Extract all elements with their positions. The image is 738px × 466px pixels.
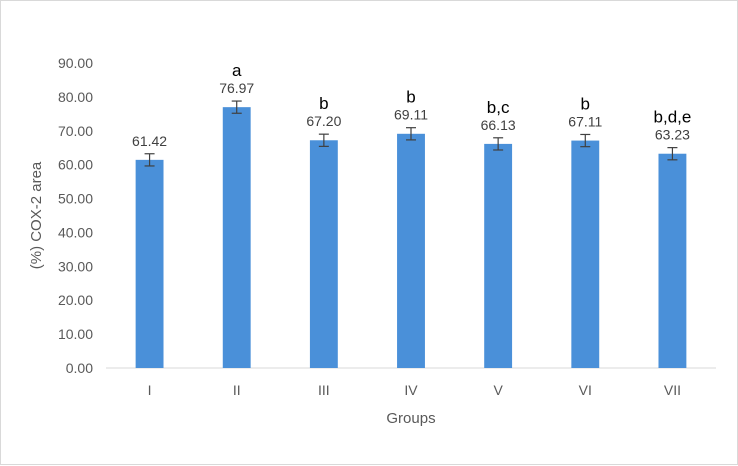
significance-label: b,c: [487, 98, 510, 117]
y-tick-label: 0.00: [66, 360, 93, 376]
data-label: 61.42: [132, 133, 167, 149]
significance-label: a: [232, 61, 242, 80]
bar: [658, 153, 687, 368]
data-label: 66.13: [481, 117, 516, 133]
bar: [571, 140, 600, 368]
y-axis-ticks: 0.00 10.00 20.00 30.00 40.00 50.00 60.00 70.00 8…: [58, 55, 93, 376]
y-tick-label: 20.00: [58, 292, 93, 308]
x-tick-label: VII: [664, 382, 681, 398]
y-tick-label: 40.00: [58, 224, 93, 240]
y-tick-label: 60.00: [58, 157, 93, 173]
y-tick-label: 90.00: [58, 55, 93, 71]
error-bar: [231, 100, 242, 114]
bar: [397, 133, 425, 368]
significance-label: b: [581, 94, 590, 113]
error-bar: [144, 153, 155, 167]
bar: [309, 140, 338, 368]
error-bar: [580, 133, 591, 148]
x-tick-label: IV: [404, 382, 418, 398]
x-axis-ticks: I II III IV V VI VII: [148, 382, 681, 398]
error-bar: [406, 127, 416, 141]
data-label: 63.23: [655, 127, 690, 143]
error-bar: [493, 137, 504, 151]
y-tick-label: 80.00: [58, 89, 93, 105]
data-label: 76.97: [219, 80, 254, 96]
significance-label: b: [406, 88, 415, 107]
x-tick-label: III: [318, 382, 330, 398]
bar: [484, 143, 513, 368]
y-tick-label: 30.00: [58, 258, 93, 274]
y-axis-title: (%) COX-2 area: [28, 161, 45, 269]
x-tick-label: V: [493, 382, 503, 398]
data-label: 67.20: [306, 113, 341, 129]
x-axis-title: Groups: [386, 410, 435, 427]
error-bar: [318, 133, 329, 147]
significance-label: b,d,e: [654, 108, 692, 127]
y-tick-label: 70.00: [58, 123, 93, 139]
error-bar: [667, 147, 678, 161]
bar: [135, 159, 164, 368]
data-label: 67.11: [568, 113, 602, 129]
bars: 61.4276.97a67.20b69.11b66.13b,c67.11b63.…: [132, 61, 691, 368]
bar: [222, 107, 251, 368]
y-tick-label: 10.00: [58, 326, 93, 342]
x-tick-label: I: [148, 382, 152, 398]
significance-label: b: [319, 94, 328, 113]
x-tick-label: II: [233, 382, 241, 398]
x-tick-label: VI: [579, 382, 592, 398]
y-tick-label: 50.00: [58, 191, 93, 207]
data-label: 69.11: [394, 107, 428, 123]
